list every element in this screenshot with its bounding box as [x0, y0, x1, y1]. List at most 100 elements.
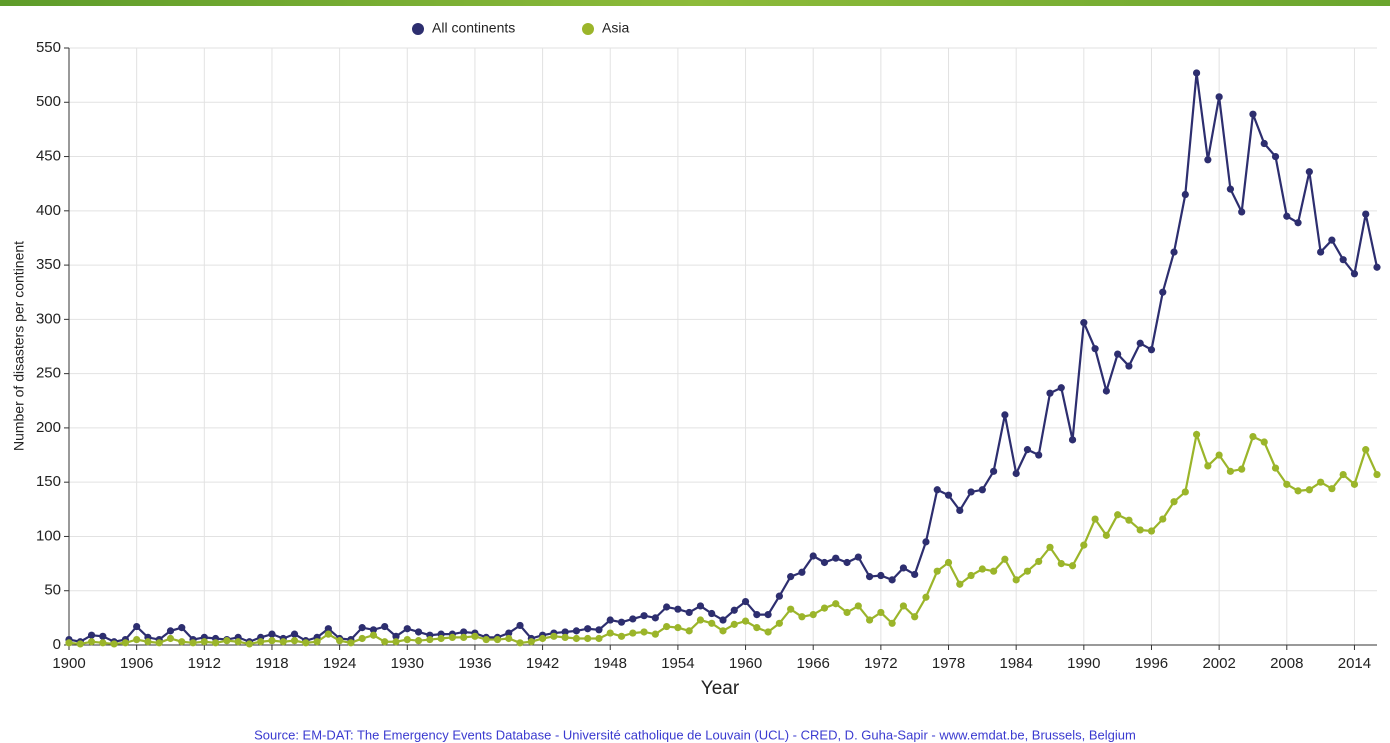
x-tick-label: 1900 — [52, 655, 85, 672]
point — [854, 553, 862, 561]
point — [516, 639, 524, 647]
point — [1181, 488, 1189, 496]
point — [832, 600, 840, 608]
y-tick-label: 300 — [36, 310, 61, 327]
point — [798, 568, 806, 576]
point — [358, 634, 366, 643]
point — [527, 638, 535, 646]
point — [279, 638, 287, 646]
point — [1305, 168, 1313, 176]
x-tick-label: 1918 — [255, 655, 288, 672]
x-tick-label: 1930 — [391, 655, 424, 672]
point — [245, 640, 254, 648]
point — [1035, 451, 1043, 459]
point — [1136, 339, 1144, 347]
point — [144, 638, 152, 646]
point — [302, 639, 310, 647]
point — [1057, 559, 1065, 568]
point — [775, 592, 783, 600]
point — [933, 486, 941, 494]
point — [1035, 557, 1043, 566]
point — [369, 631, 378, 639]
x-tick-label: 2008 — [1270, 655, 1303, 672]
point — [1147, 527, 1156, 535]
point — [99, 639, 107, 647]
point — [1238, 465, 1246, 473]
point — [1023, 446, 1032, 454]
x-tick-label: 1996 — [1135, 655, 1168, 672]
point — [403, 635, 411, 644]
point — [730, 606, 738, 614]
point — [843, 558, 851, 567]
point — [1294, 487, 1302, 495]
point — [336, 637, 344, 645]
point — [65, 639, 73, 647]
point — [640, 628, 648, 636]
point — [1091, 345, 1099, 353]
point — [865, 616, 874, 624]
point — [268, 637, 276, 645]
point — [99, 632, 107, 640]
point — [313, 638, 321, 646]
point — [708, 619, 716, 627]
x-tick-label: 2002 — [1202, 655, 1235, 672]
point — [1215, 451, 1223, 459]
y-tick-label: 500 — [36, 93, 61, 110]
point — [1204, 462, 1212, 470]
point — [967, 571, 975, 580]
point — [911, 613, 919, 621]
point — [1204, 156, 1212, 164]
point — [1057, 384, 1065, 392]
series-line — [68, 430, 1379, 646]
point — [223, 637, 231, 645]
point — [741, 617, 750, 625]
point — [719, 616, 727, 624]
y-tick-label: 550 — [36, 39, 61, 56]
point — [606, 629, 614, 637]
point — [1125, 516, 1133, 524]
point — [674, 624, 682, 632]
point — [787, 573, 795, 581]
point — [1159, 288, 1167, 296]
point — [1159, 515, 1167, 523]
y-axis-label: Number of disasters per continent — [11, 241, 27, 451]
point — [764, 628, 772, 636]
point — [933, 567, 941, 575]
point — [1260, 438, 1268, 446]
x-tick-label: 1972 — [864, 655, 897, 672]
legend-marker — [412, 23, 424, 35]
point — [121, 639, 129, 647]
point — [1125, 362, 1133, 370]
x-tick-label: 1906 — [120, 655, 153, 672]
point — [944, 558, 953, 567]
point — [595, 634, 603, 643]
point — [381, 622, 389, 631]
point — [155, 639, 163, 647]
top-band — [0, 0, 1390, 6]
point — [922, 538, 930, 546]
point — [471, 632, 479, 640]
point — [820, 604, 829, 612]
point — [753, 611, 761, 619]
x-tick-label: 1954 — [661, 655, 694, 672]
x-tick-label: 1990 — [1067, 655, 1100, 672]
point — [584, 634, 592, 643]
point — [324, 625, 332, 633]
point — [1080, 541, 1088, 549]
point — [685, 608, 693, 617]
point — [403, 625, 411, 633]
point — [629, 629, 637, 637]
point — [1023, 567, 1032, 575]
point — [1012, 576, 1020, 584]
point — [1215, 93, 1223, 101]
point — [200, 638, 208, 646]
point — [1001, 411, 1009, 419]
source: Source: EM-DAT: The Emergency Events Dat… — [254, 727, 1136, 742]
point — [956, 580, 964, 588]
point — [832, 554, 840, 562]
x-tick-label: 2014 — [1338, 655, 1371, 672]
point — [1362, 210, 1370, 218]
point — [166, 627, 175, 635]
point — [1294, 219, 1302, 227]
